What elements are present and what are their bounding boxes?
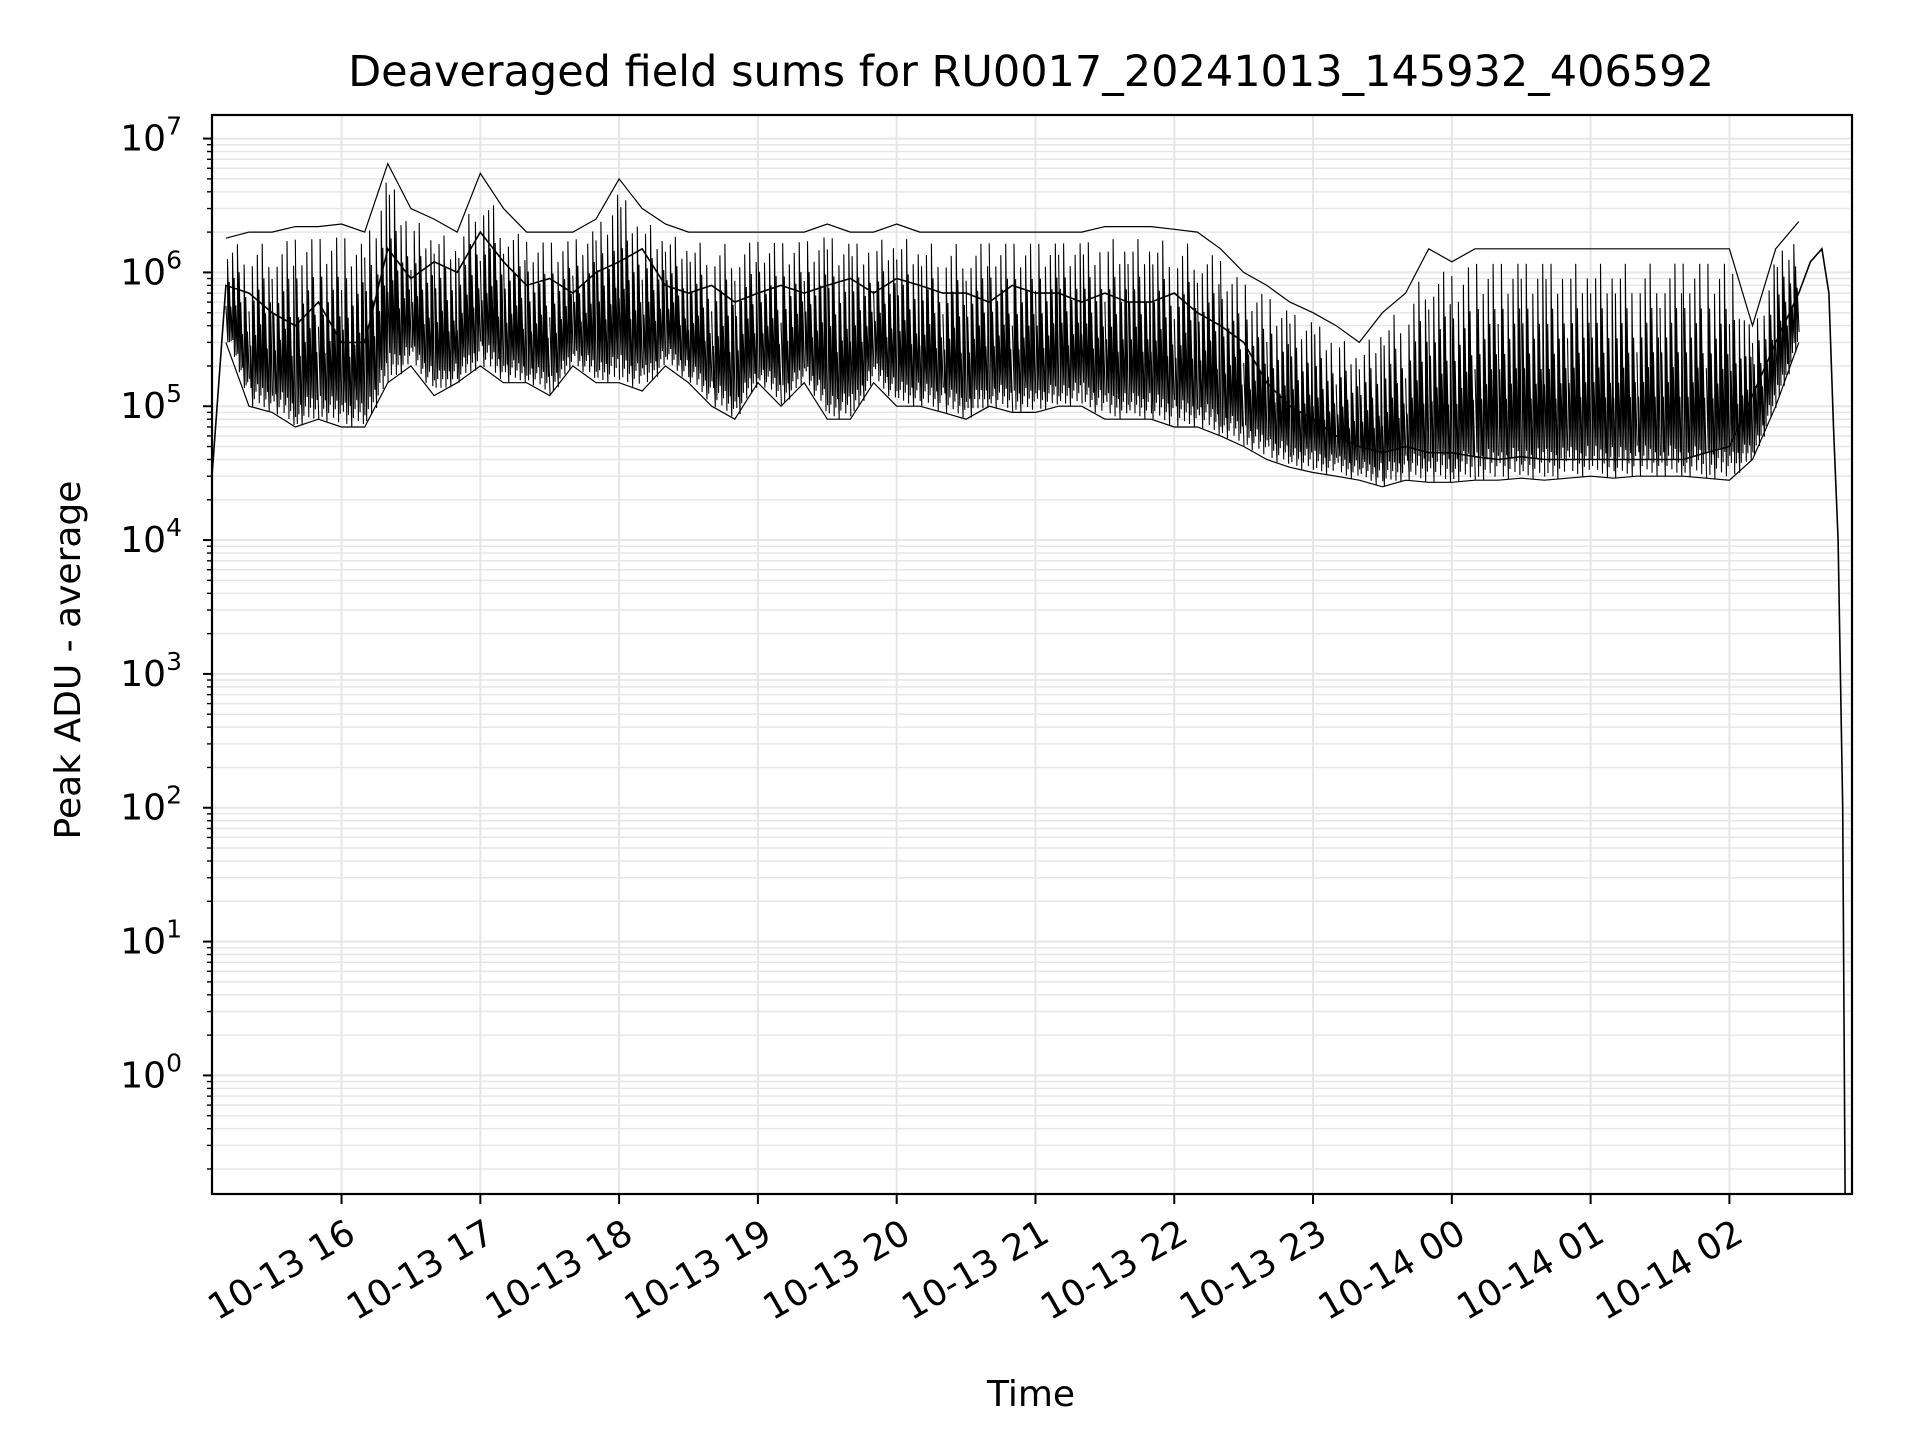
series-noise-segment [1150, 240, 1176, 425]
series-noise-segment [1196, 255, 1222, 435]
series-noise-segment [1011, 243, 1037, 413]
series-noise-segment [1428, 271, 1453, 483]
series-noise-segment [1474, 263, 1499, 481]
series-noise-segment [734, 242, 759, 415]
series-noise-segment [826, 238, 852, 420]
series-noise-segment [1751, 264, 1777, 456]
series-noise-segment [641, 224, 667, 383]
series-noise-segment [757, 241, 782, 405]
series-noise-segment [1312, 326, 1338, 475]
series-envelope-low [225, 342, 1800, 488]
series-noise-segment [1590, 263, 1615, 478]
series-noise-segment [549, 241, 574, 392]
series-noise-segment [364, 182, 389, 422]
series-noise-segment [873, 239, 898, 398]
series-noise-segment [1613, 263, 1638, 479]
series-noise-segment [595, 194, 621, 383]
series-noise-segment [1034, 243, 1060, 411]
series-noise-segment [479, 205, 505, 380]
series-envelope-high [225, 162, 1800, 344]
series-noise-segment [1289, 314, 1314, 470]
series-noise-segment [1266, 298, 1291, 464]
series-noise-segment [410, 222, 435, 387]
series-noise-segment [433, 235, 459, 388]
series-noise-segment [1058, 243, 1083, 407]
series-noise-segment [1566, 263, 1592, 478]
series-noise-segment [1636, 263, 1661, 477]
series-noise-segment [896, 239, 921, 407]
series-noise-segment [248, 243, 274, 412]
series-noise-segment [965, 243, 991, 418]
y-tick-label: 104 [120, 513, 182, 561]
series-noise-segment [711, 243, 736, 417]
axes-frame [210, 113, 1854, 1196]
series-noise-segment [1659, 263, 1685, 477]
series-noise-segment [664, 236, 690, 378]
series-noise-segment [1682, 263, 1708, 479]
series-noise-segment [1405, 281, 1430, 482]
series-noise-segment [1451, 267, 1476, 482]
series-noise-segment [1497, 263, 1523, 480]
series-noise-segment [1081, 242, 1106, 413]
series-noise-segment [942, 244, 967, 418]
y-tick-label: 102 [120, 781, 182, 829]
y-axis-label: Peak ADU - average [48, 481, 89, 840]
x-axis-label: Time [986, 1374, 1075, 1415]
series-noise-segment [1358, 337, 1384, 485]
series-noise-segment [780, 242, 806, 403]
series-noise-segment [1775, 244, 1800, 398]
series-noise-segment [271, 241, 297, 425]
plot-area [211, 162, 1846, 1195]
series-noise-segment [1127, 239, 1153, 420]
y-axis: 100 101 102 103 104 105 106 107 [120, 112, 212, 1170]
series-noise-segment [1381, 314, 1407, 487]
series-noise-segment [988, 243, 1014, 412]
series-noise-segment [1104, 239, 1129, 420]
series-noise-segment [1543, 263, 1569, 480]
series-noise-segment [1705, 263, 1731, 479]
series-noise-segment [526, 241, 551, 395]
series-noise-segment [225, 244, 250, 389]
series-noise-segment [803, 237, 829, 412]
series-noise-segment [849, 243, 875, 412]
y-tick-label: 101 [120, 915, 182, 963]
series-noise-segment [387, 189, 412, 376]
series-noise-segment [687, 242, 713, 400]
y-tick-label: 100 [120, 1048, 182, 1096]
series-noise-segment [1728, 273, 1754, 475]
chart-title: Deaveraged field sums for RU0017_2024101… [348, 47, 1714, 97]
series-noise-segment [340, 238, 366, 428]
series-noise-segment [1173, 243, 1199, 428]
series-noise-segment [502, 233, 528, 383]
y-tick-label: 103 [120, 647, 182, 695]
series-noise-segment [456, 213, 482, 383]
y-tick-label: 105 [120, 379, 182, 427]
series-noise-segment [1243, 284, 1268, 455]
series-noise-segment [1219, 260, 1245, 446]
series-noise-segment [1335, 341, 1361, 479]
series-noise-segment [618, 200, 644, 387]
series-noise-segment [1520, 263, 1546, 480]
y-tick-label: 106 [120, 245, 182, 293]
series-noise-segment [919, 243, 944, 411]
series-noise-segment [294, 239, 320, 426]
series-noise-segment [317, 237, 343, 423]
series-noise-segment [572, 231, 597, 378]
y-tick-label: 107 [120, 112, 182, 160]
